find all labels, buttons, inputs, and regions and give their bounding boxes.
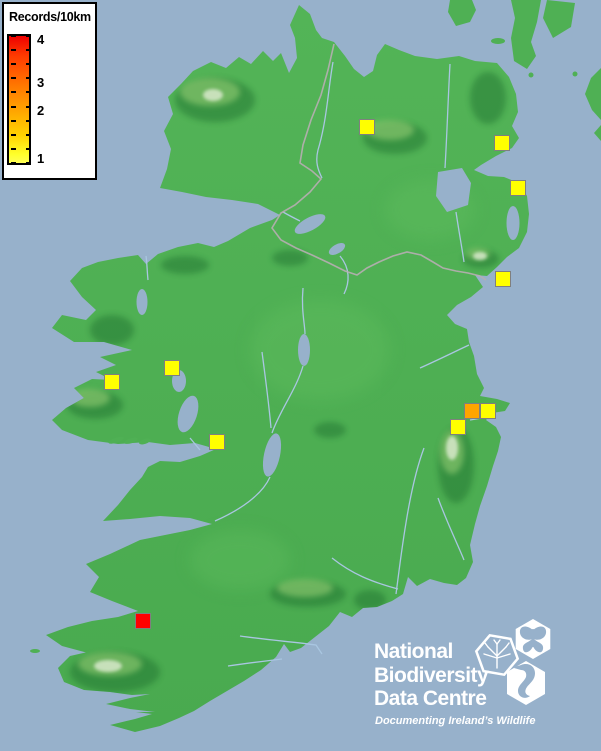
seahorse-hexagon-icon bbox=[507, 661, 545, 705]
legend-labels: 4 3 2 1 bbox=[37, 31, 57, 167]
legend-tick bbox=[11, 35, 16, 37]
legend-bar-wrap: 4 3 2 1 bbox=[7, 31, 91, 167]
nbdc-hexagon-icons bbox=[474, 619, 551, 705]
logo-tagline: Documenting Ireland’s Wildlife bbox=[375, 715, 536, 727]
ni-border-line bbox=[271, 43, 487, 281]
legend-gradient-bar bbox=[7, 34, 31, 165]
grid-square-1-records[interactable] bbox=[104, 374, 120, 390]
legend: Records/10km 4 3 2 1 bbox=[2, 2, 97, 180]
legend-tick bbox=[26, 147, 31, 150]
grid-square-2-records[interactable] bbox=[464, 403, 480, 419]
butterfly-hexagon-icon bbox=[515, 619, 551, 659]
relief-shading bbox=[67, 72, 506, 692]
legend-tick bbox=[11, 91, 16, 94]
blasket-islands bbox=[30, 649, 40, 653]
legend-tick bbox=[11, 77, 16, 80]
legend-label-2: 2 bbox=[37, 102, 45, 118]
aran-islands bbox=[108, 436, 151, 445]
logo-line-data-centre: Data Centre bbox=[374, 687, 487, 710]
legend-tick bbox=[26, 91, 31, 94]
legend-label-4: 4 bbox=[37, 31, 45, 47]
legend-label-3: 3 bbox=[37, 74, 45, 90]
grid-square-1-records[interactable] bbox=[359, 119, 375, 135]
grid-square-1-records[interactable] bbox=[510, 180, 526, 196]
legend-tick bbox=[26, 119, 31, 122]
legend-tick bbox=[26, 133, 31, 136]
rivers bbox=[145, 61, 489, 667]
legend-tick bbox=[11, 147, 16, 150]
grid-square-1-records[interactable] bbox=[164, 360, 180, 376]
legend-tick bbox=[26, 49, 31, 52]
rathlin-island bbox=[491, 38, 505, 44]
logo-text: National Biodiversity Data Centre bbox=[374, 640, 489, 711]
legend-tick bbox=[11, 49, 16, 52]
logo-line-biodiversity: Biodiversity bbox=[374, 663, 489, 687]
legend-tick bbox=[11, 105, 16, 108]
scotland-coast bbox=[448, 0, 601, 141]
grid-square-1-records[interactable] bbox=[495, 271, 511, 287]
legend-tick bbox=[11, 119, 16, 122]
legend-tick bbox=[26, 105, 31, 108]
legend-tick bbox=[26, 35, 31, 37]
nbdc-logo: National Biodiversity Data Centre Docume… bbox=[372, 616, 600, 750]
legend-label-1: 1 bbox=[37, 151, 45, 167]
legend-tick bbox=[26, 162, 31, 164]
grid-square-1-records[interactable] bbox=[450, 419, 466, 435]
legend-tick bbox=[26, 63, 31, 66]
ireland-landmass bbox=[30, 5, 529, 732]
lakes bbox=[136, 168, 520, 477]
legend-tick bbox=[11, 133, 16, 136]
legend-tick bbox=[26, 77, 31, 80]
legend-title: Records/10km bbox=[9, 10, 91, 24]
grid-square-1-records[interactable] bbox=[494, 135, 510, 151]
legend-tick bbox=[11, 162, 16, 164]
tree-hexagon-icon bbox=[474, 633, 520, 677]
legend-tick bbox=[11, 63, 16, 66]
strangford-lough bbox=[506, 206, 520, 240]
lough-neagh bbox=[436, 168, 471, 212]
grid-square-1-records[interactable] bbox=[209, 434, 225, 450]
logo-line-national: National bbox=[374, 640, 453, 663]
grid-square-4-records[interactable] bbox=[135, 613, 151, 629]
grid-square-1-records[interactable] bbox=[480, 403, 496, 419]
